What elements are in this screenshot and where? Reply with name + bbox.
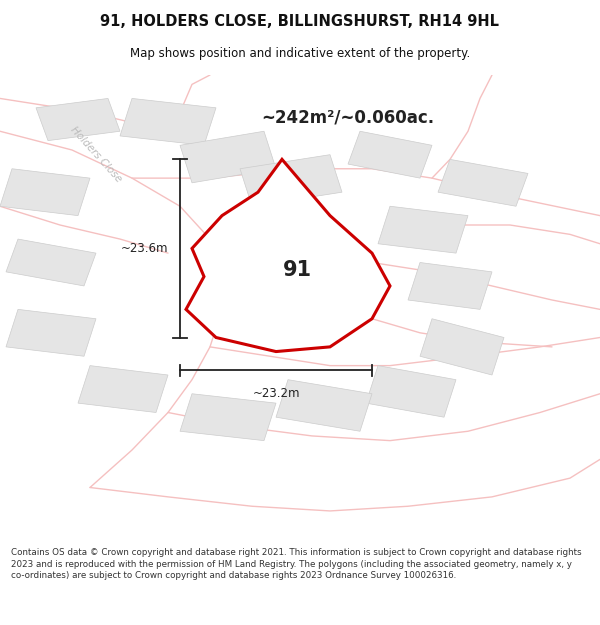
Text: 91: 91	[283, 260, 312, 280]
Polygon shape	[276, 379, 372, 431]
Polygon shape	[240, 154, 342, 206]
Text: 91, HOLDERS CLOSE, BILLINGSHURST, RH14 9HL: 91, HOLDERS CLOSE, BILLINGSHURST, RH14 9…	[101, 14, 499, 29]
Polygon shape	[36, 98, 120, 141]
Text: Holders Close: Holders Close	[68, 125, 124, 184]
Polygon shape	[180, 131, 276, 182]
Polygon shape	[6, 309, 96, 356]
Text: Contains OS data © Crown copyright and database right 2021. This information is : Contains OS data © Crown copyright and d…	[11, 548, 581, 581]
Polygon shape	[78, 366, 168, 413]
Polygon shape	[438, 159, 528, 206]
Polygon shape	[6, 239, 96, 286]
Polygon shape	[0, 169, 90, 216]
Polygon shape	[180, 394, 276, 441]
Polygon shape	[348, 131, 432, 178]
Text: ~23.6m: ~23.6m	[121, 242, 168, 255]
Polygon shape	[366, 366, 456, 418]
Polygon shape	[378, 206, 468, 253]
Polygon shape	[120, 98, 216, 145]
Text: ~23.2m: ~23.2m	[252, 387, 300, 400]
Text: ~242m²/~0.060ac.: ~242m²/~0.060ac.	[262, 108, 434, 126]
Text: Map shows position and indicative extent of the property.: Map shows position and indicative extent…	[130, 48, 470, 61]
Text: Holders Close: Holders Close	[202, 250, 218, 322]
Polygon shape	[420, 319, 504, 375]
Polygon shape	[408, 262, 492, 309]
Polygon shape	[186, 159, 390, 351]
